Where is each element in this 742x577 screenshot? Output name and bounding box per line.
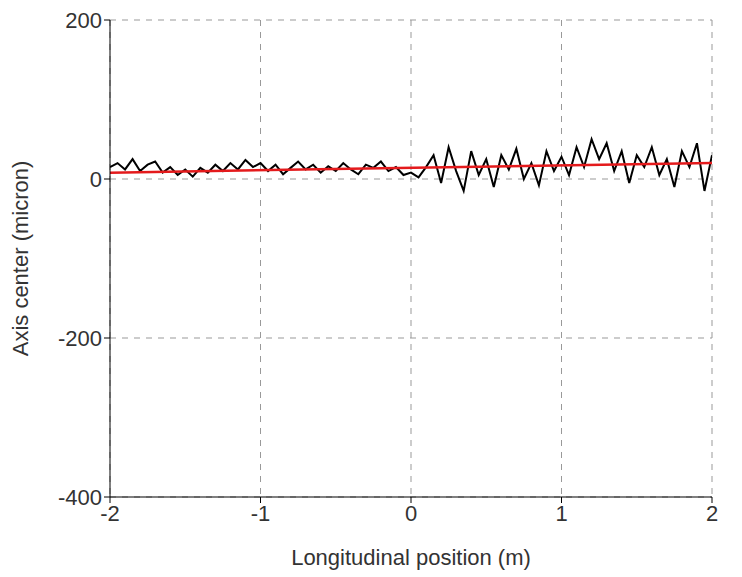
svg-text:-2: -2 [100, 501, 120, 526]
svg-text:0: 0 [405, 501, 417, 526]
svg-text:2: 2 [706, 501, 718, 526]
svg-text:Axis center (micron): Axis center (micron) [8, 161, 33, 357]
svg-text:0: 0 [90, 167, 102, 192]
svg-text:1: 1 [555, 501, 567, 526]
svg-text:200: 200 [65, 8, 102, 33]
svg-text:-1: -1 [251, 501, 271, 526]
svg-text:Longitudinal position (m): Longitudinal position (m) [291, 545, 531, 570]
svg-text:-200: -200 [58, 326, 102, 351]
svg-text:-400: -400 [58, 485, 102, 510]
